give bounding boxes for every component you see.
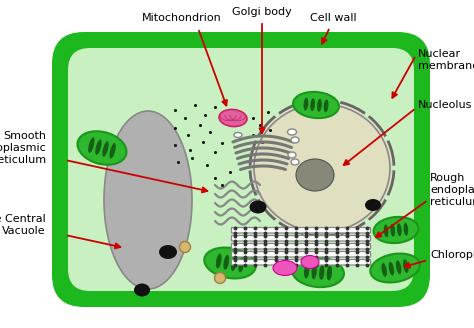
FancyBboxPatch shape (231, 259, 371, 265)
Ellipse shape (102, 141, 109, 157)
Ellipse shape (88, 137, 94, 153)
Ellipse shape (234, 133, 242, 137)
Ellipse shape (273, 111, 280, 117)
Ellipse shape (374, 217, 419, 243)
Ellipse shape (292, 257, 344, 287)
Ellipse shape (336, 231, 341, 239)
FancyBboxPatch shape (68, 48, 414, 291)
Ellipse shape (365, 218, 371, 225)
FancyBboxPatch shape (231, 243, 371, 249)
Ellipse shape (288, 152, 296, 158)
Ellipse shape (291, 137, 299, 143)
Ellipse shape (253, 135, 260, 141)
Ellipse shape (204, 248, 256, 278)
Ellipse shape (311, 264, 317, 279)
Ellipse shape (223, 255, 229, 270)
Ellipse shape (327, 266, 332, 280)
Text: Mitochondrion: Mitochondrion (142, 13, 222, 23)
Ellipse shape (365, 111, 371, 117)
Ellipse shape (180, 241, 191, 253)
Ellipse shape (382, 263, 387, 277)
Ellipse shape (391, 224, 395, 237)
Ellipse shape (253, 195, 260, 201)
Ellipse shape (303, 231, 309, 239)
Ellipse shape (319, 265, 325, 280)
Ellipse shape (365, 199, 381, 211)
Ellipse shape (384, 224, 389, 237)
Ellipse shape (396, 260, 401, 274)
Ellipse shape (219, 110, 247, 127)
Text: Cell wall: Cell wall (310, 13, 356, 23)
Ellipse shape (304, 263, 309, 278)
Ellipse shape (384, 195, 392, 201)
Ellipse shape (391, 166, 399, 171)
Ellipse shape (310, 98, 315, 111)
Ellipse shape (250, 100, 394, 236)
Ellipse shape (134, 283, 150, 297)
Text: Chloroplast: Chloroplast (430, 250, 474, 260)
Ellipse shape (104, 111, 192, 289)
FancyBboxPatch shape (231, 252, 371, 257)
Ellipse shape (238, 257, 244, 272)
Ellipse shape (296, 159, 334, 191)
Text: Smooth
endoplasmic
reticulum: Smooth endoplasmic reticulum (0, 132, 46, 165)
FancyBboxPatch shape (52, 32, 430, 307)
Text: Large Central
Vacuole: Large Central Vacuole (0, 214, 46, 236)
Text: Nuclear
membrane: Nuclear membrane (418, 49, 474, 71)
Ellipse shape (109, 143, 116, 159)
Ellipse shape (303, 98, 308, 111)
Ellipse shape (324, 99, 328, 113)
Text: Golgi body: Golgi body (232, 7, 292, 17)
Ellipse shape (384, 135, 392, 141)
Ellipse shape (273, 260, 297, 276)
Ellipse shape (293, 92, 339, 118)
Ellipse shape (95, 139, 101, 155)
Ellipse shape (403, 223, 408, 236)
Ellipse shape (215, 273, 226, 283)
FancyBboxPatch shape (231, 228, 371, 233)
Ellipse shape (301, 256, 319, 269)
Text: Rough
endoplasmic
reticulum: Rough endoplasmic reticulum (430, 174, 474, 207)
Ellipse shape (216, 254, 222, 268)
Ellipse shape (231, 256, 237, 271)
Ellipse shape (291, 159, 299, 165)
Ellipse shape (249, 200, 266, 214)
FancyBboxPatch shape (231, 236, 371, 241)
Ellipse shape (397, 223, 401, 236)
Ellipse shape (336, 97, 341, 105)
Text: Nucleolus: Nucleolus (418, 100, 473, 110)
Ellipse shape (245, 166, 253, 171)
Ellipse shape (303, 97, 309, 105)
Ellipse shape (317, 99, 322, 112)
Ellipse shape (370, 254, 420, 282)
Ellipse shape (389, 262, 394, 276)
Ellipse shape (288, 129, 297, 135)
Ellipse shape (273, 218, 280, 225)
Ellipse shape (159, 245, 177, 259)
Ellipse shape (403, 259, 409, 273)
Ellipse shape (78, 131, 127, 165)
